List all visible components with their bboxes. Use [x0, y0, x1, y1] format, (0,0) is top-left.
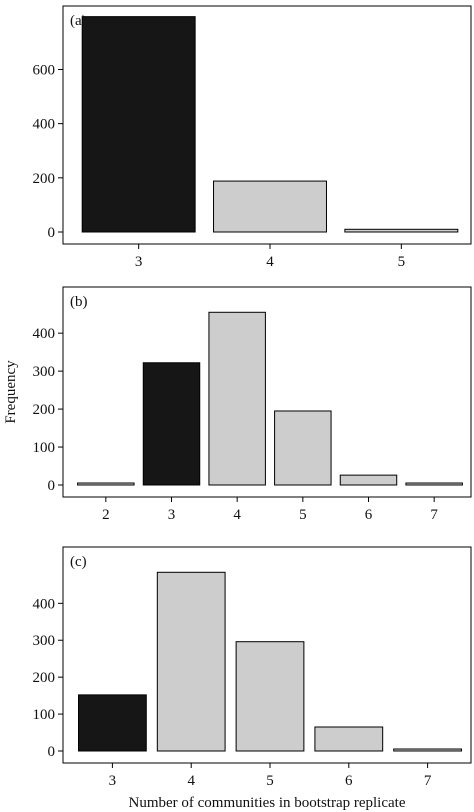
- x-tick-label: 3: [109, 773, 117, 789]
- y-tick-label: 400: [33, 117, 56, 133]
- bar-6: [314, 726, 384, 752]
- y-tick-label: 600: [33, 62, 56, 78]
- plot-frame: [62, 286, 472, 498]
- bar-7: [405, 482, 463, 486]
- panel-c: (c) 0 100 200 300 400 3 4 5 6 7 Number of communiti…: [33, 546, 472, 811]
- y-axis-title: Frequency: [3, 360, 19, 424]
- x-tick-label: 4: [266, 254, 274, 270]
- plot-frame: [62, 546, 472, 764]
- x-axis-title: Number of communities in bootstrap repli…: [128, 795, 405, 811]
- x-tick-label: 5: [398, 254, 406, 270]
- panel-label: (b): [70, 294, 88, 310]
- y-tick-label: 200: [33, 171, 56, 187]
- bar-4: [213, 180, 327, 233]
- x-tick-label: 4: [187, 773, 195, 789]
- plot-frame: [62, 5, 472, 245]
- bar-5: [235, 641, 305, 752]
- x-tick-label: 3: [168, 507, 176, 523]
- x-tick-label: 3: [135, 254, 143, 270]
- y-tick-label: 0: [48, 478, 56, 494]
- x-tick-label: 5: [266, 773, 274, 789]
- bar-7: [393, 748, 462, 752]
- y-tick-label: 100: [33, 707, 56, 723]
- y-tick-label: 200: [33, 402, 56, 418]
- y-tick-label: 0: [48, 744, 56, 760]
- y-tick-label: 100: [33, 440, 56, 456]
- bar-3: [78, 694, 147, 752]
- bar-5: [344, 228, 459, 233]
- x-tick-label: 6: [345, 773, 353, 789]
- x-tick-label: 5: [299, 507, 307, 523]
- x-tick-label: 4: [233, 507, 241, 523]
- y-tick-label: 400: [33, 326, 56, 342]
- bar-6: [339, 474, 398, 486]
- bar-2: [77, 482, 135, 486]
- bar-5: [274, 410, 332, 486]
- x-tick-label: 2: [102, 507, 110, 523]
- y-tick-label: 400: [33, 596, 56, 612]
- y-tick-label: 0: [48, 225, 56, 241]
- bar-4: [156, 571, 226, 752]
- bar-4: [208, 311, 266, 486]
- y-tick-label: 300: [33, 364, 56, 380]
- bar-3: [142, 362, 201, 486]
- bar-3: [81, 16, 196, 233]
- y-tick-label: 200: [33, 670, 56, 686]
- panel-b: (b) 0 100 200 300 400 2 3 4 5 6 7 Frequency: [3, 286, 472, 523]
- x-tick-label: 7: [430, 507, 438, 523]
- x-tick-label: 7: [424, 773, 432, 789]
- y-tick-label: 300: [33, 633, 56, 649]
- panel-label: (c): [70, 554, 87, 570]
- x-tick-label: 6: [365, 507, 373, 523]
